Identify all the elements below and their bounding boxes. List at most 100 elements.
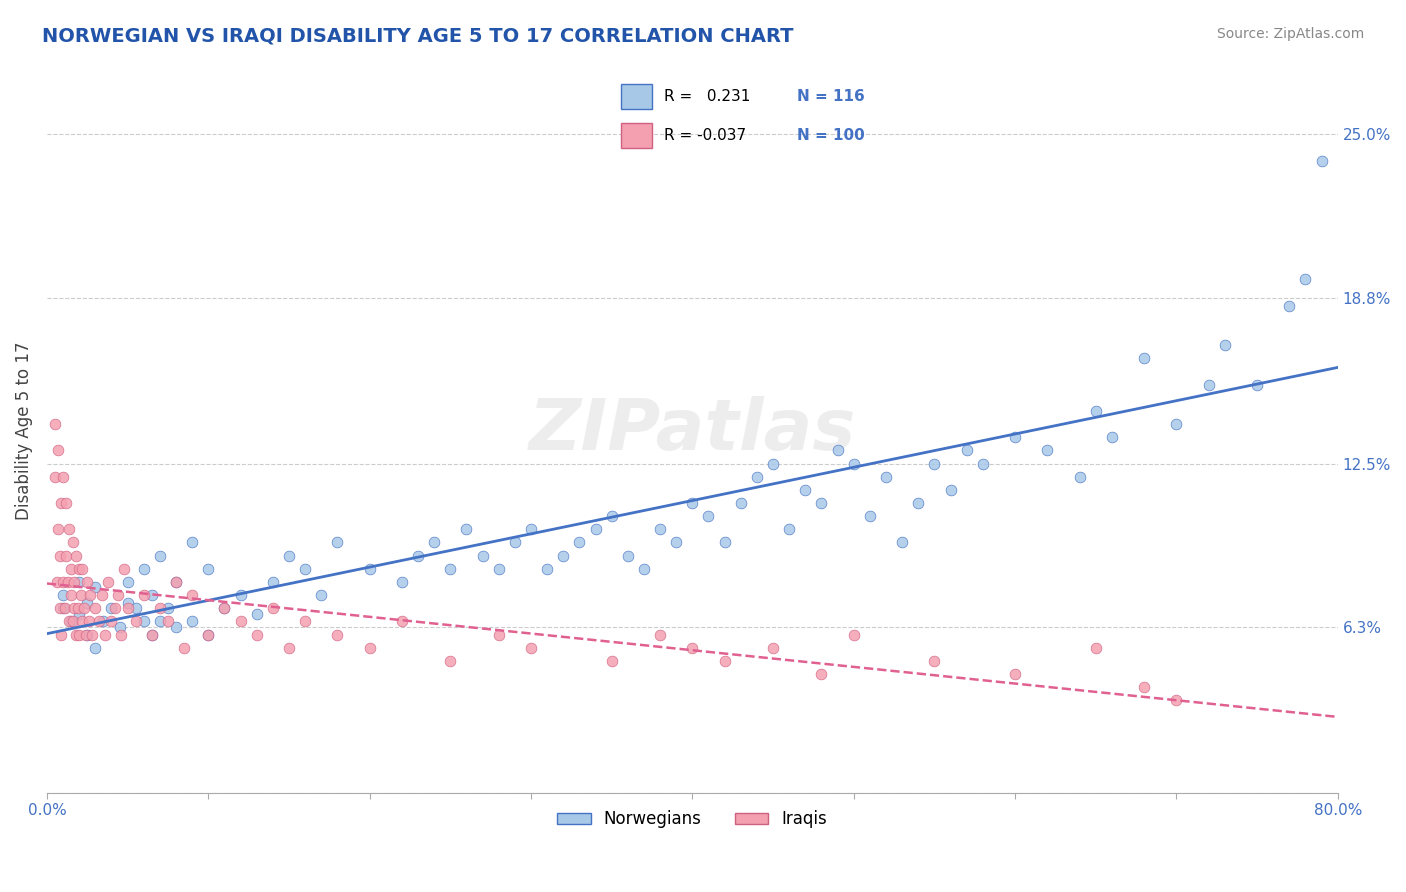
Point: [56, 574, 79, 589]
Point: [681, 640, 703, 655]
Text: N = 116: N = 116: [797, 89, 865, 103]
Text: Source: ZipAtlas.com: Source: ZipAtlas.com: [1216, 27, 1364, 41]
Point: [75, 628, 97, 642]
Point: [1004, 667, 1026, 681]
Point: [246, 628, 269, 642]
Point: [262, 601, 284, 615]
Point: [456, 522, 478, 536]
Point: [45, 574, 67, 589]
Point: [1166, 417, 1188, 431]
Point: [117, 596, 139, 610]
Point: [117, 574, 139, 589]
Text: NORWEGIAN VS IRAQI DISABILITY AGE 5 TO 17 CORRELATION CHART: NORWEGIAN VS IRAQI DISABILITY AGE 5 TO 1…: [42, 27, 793, 45]
Point: [181, 588, 204, 602]
Point: [52, 588, 75, 602]
Point: [197, 562, 219, 576]
Point: [76, 596, 98, 610]
Point: [149, 549, 172, 563]
Point: [84, 580, 107, 594]
Point: [65, 628, 87, 642]
Point: [149, 601, 172, 615]
Point: [326, 628, 349, 642]
Point: [117, 601, 139, 615]
Point: [600, 509, 623, 524]
Point: [246, 607, 269, 621]
Point: [44, 469, 66, 483]
Point: [181, 615, 204, 629]
Point: [924, 457, 946, 471]
Point: [309, 588, 332, 602]
Point: [104, 601, 127, 615]
Point: [423, 535, 446, 549]
Point: [124, 601, 146, 615]
Point: [72, 615, 94, 629]
Point: [214, 601, 236, 615]
Point: [55, 496, 77, 510]
Point: [585, 522, 607, 536]
Point: [713, 535, 735, 549]
Point: [67, 574, 90, 589]
Point: [359, 640, 381, 655]
Point: [49, 549, 72, 563]
Point: [762, 640, 785, 655]
Point: [488, 562, 510, 576]
Point: [778, 522, 800, 536]
Point: [197, 628, 219, 642]
Point: [149, 615, 172, 629]
Point: [67, 562, 90, 576]
Point: [58, 522, 80, 536]
Point: [62, 615, 84, 629]
Point: [262, 574, 284, 589]
Point: [488, 628, 510, 642]
Point: [94, 628, 117, 642]
Point: [141, 628, 163, 642]
Point: [1084, 640, 1107, 655]
Point: [1133, 681, 1156, 695]
Point: [132, 615, 155, 629]
Point: [665, 535, 688, 549]
Point: [46, 522, 69, 536]
Point: [66, 601, 89, 615]
Point: [79, 588, 101, 602]
Point: [359, 562, 381, 576]
Point: [60, 562, 83, 576]
Point: [1166, 693, 1188, 707]
Point: [214, 601, 236, 615]
Text: N = 100: N = 100: [797, 128, 865, 143]
Point: [197, 628, 219, 642]
Point: [972, 457, 994, 471]
Point: [1004, 430, 1026, 444]
Point: [53, 601, 76, 615]
Point: [617, 549, 640, 563]
Point: [84, 601, 107, 615]
Point: [141, 628, 163, 642]
Point: [46, 443, 69, 458]
Point: [76, 628, 98, 642]
Point: [681, 496, 703, 510]
Point: [156, 615, 179, 629]
Point: [110, 628, 132, 642]
Point: [520, 640, 543, 655]
Point: [132, 588, 155, 602]
Point: [520, 522, 543, 536]
Point: [1101, 430, 1123, 444]
Point: [648, 522, 671, 536]
Point: [97, 574, 120, 589]
Point: [51, 628, 73, 642]
Point: [60, 615, 83, 629]
Point: [326, 535, 349, 549]
Point: [69, 588, 91, 602]
Point: [745, 469, 768, 483]
Point: [633, 562, 655, 576]
Point: [100, 601, 122, 615]
Point: [165, 574, 187, 589]
Point: [294, 615, 316, 629]
Point: [406, 549, 429, 563]
Point: [924, 654, 946, 668]
Point: [100, 615, 122, 629]
Text: R = -0.037: R = -0.037: [664, 128, 747, 143]
Point: [471, 549, 494, 563]
Point: [1036, 443, 1059, 458]
Point: [939, 483, 962, 497]
Point: [52, 469, 75, 483]
